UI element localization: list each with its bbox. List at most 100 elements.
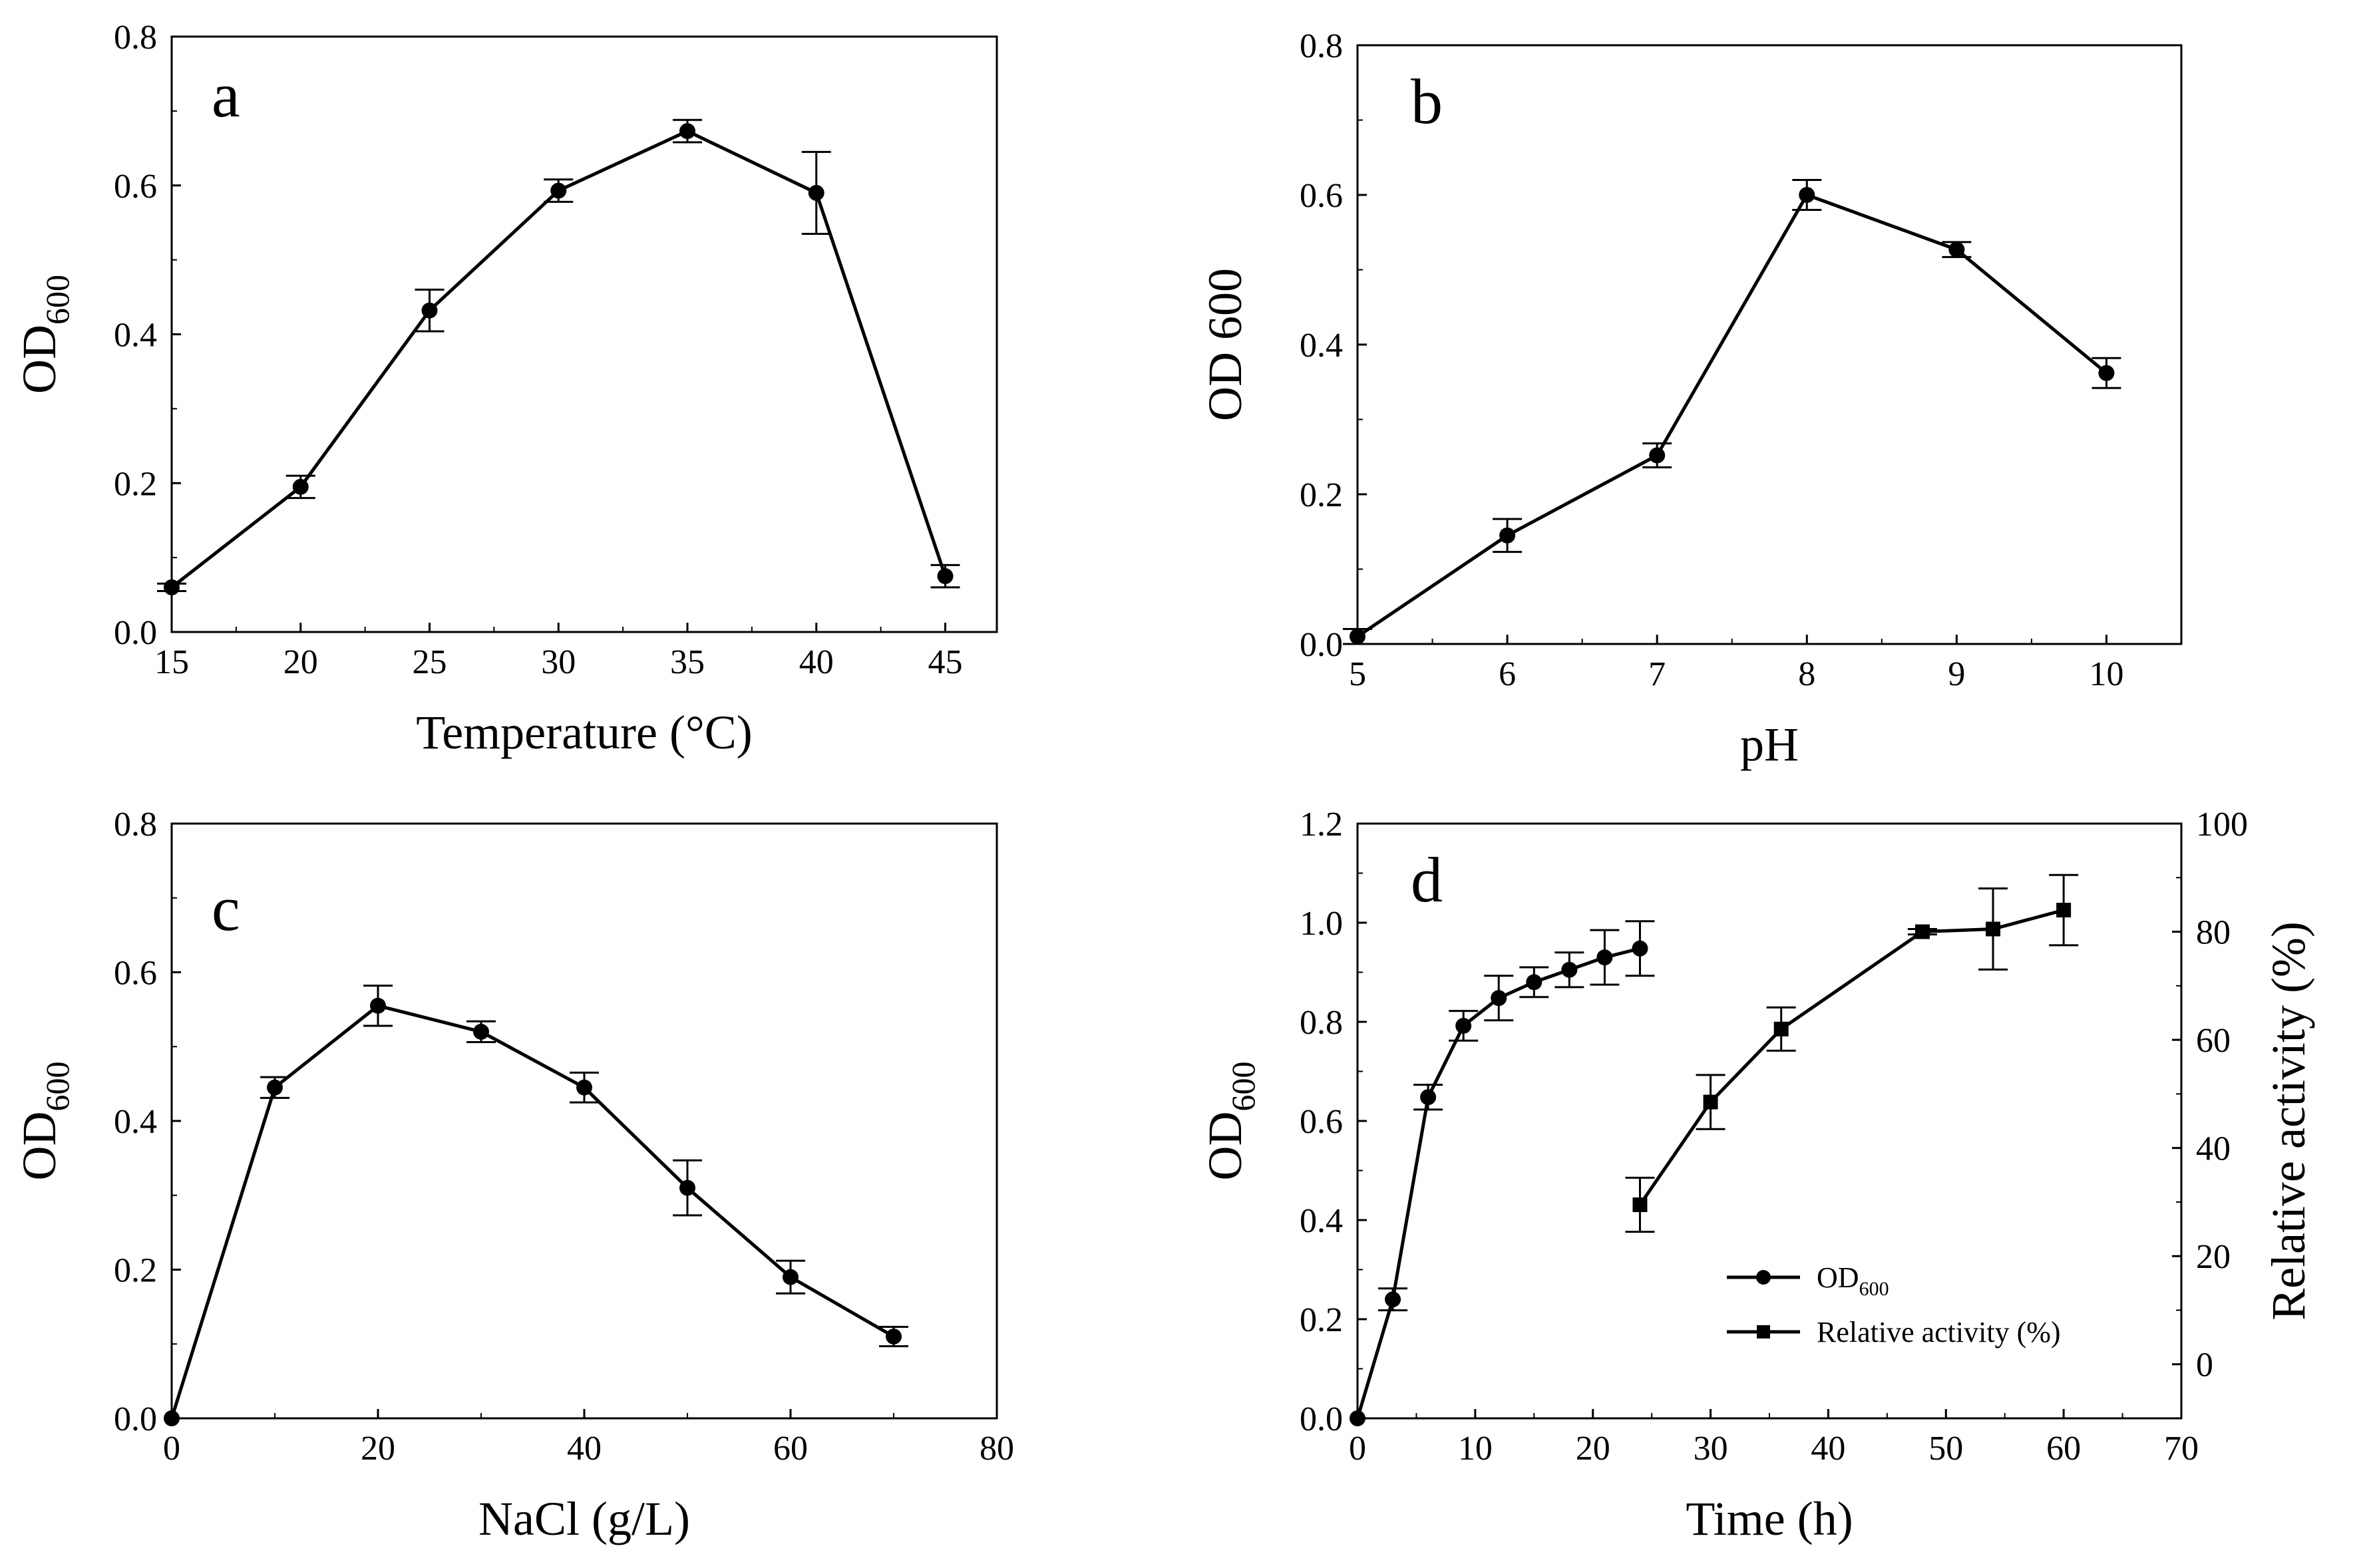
y-tick-label: 0.2: [1300, 1301, 1343, 1339]
x-tick-label: 7: [1648, 655, 1666, 693]
legend-label-main: Relative activity (%): [1817, 1316, 2061, 1348]
y-tick-label: 0.2: [114, 465, 157, 503]
x-tick-label: 45: [928, 643, 963, 681]
x-tick-label: 10: [1458, 1430, 1493, 1468]
series-1: [157, 118, 960, 595]
data-point: [292, 478, 309, 495]
y-tick-label: 0.6: [1300, 1103, 1343, 1141]
data-point: [1948, 241, 1965, 258]
y-right-tick-label: 60: [2196, 1022, 2231, 1060]
data-point: [2056, 903, 2072, 918]
x-tick-label: 30: [1694, 1430, 1728, 1468]
data-point: [1914, 924, 1930, 939]
series-1: [1350, 920, 1655, 1426]
x-axis-title: Time (h): [1686, 1492, 1853, 1545]
y-right-tick-label: 0: [2196, 1346, 2213, 1384]
data-point: [679, 123, 695, 140]
x-tick-label: 40: [567, 1430, 602, 1468]
x-tick-label: 20: [283, 643, 318, 681]
data-point: [886, 1329, 902, 1345]
data-point: [267, 1079, 283, 1096]
panel-letter: a: [212, 59, 240, 130]
y-axis-title-main: OD: [13, 325, 66, 394]
x-tick-label: 8: [1798, 655, 1815, 693]
y-right-tick-label: 40: [2196, 1130, 2231, 1168]
x-tick-label: 9: [1948, 655, 1965, 693]
series-2: [1625, 873, 2079, 1233]
x-axis-title: NaCl (g/L): [478, 1492, 690, 1545]
data-point: [1632, 1197, 1648, 1212]
y-axis-title-sub: 600: [1224, 1062, 1262, 1112]
y-axis-title: OD 600: [1198, 268, 1252, 421]
data-point: [576, 1079, 592, 1096]
data-point: [1986, 921, 2001, 937]
y-axis-title-sub: 600: [39, 1062, 76, 1112]
data-point: [473, 1023, 489, 1040]
y-axis-title-right: Relative activity (%): [2262, 921, 2315, 1321]
y-tick-label: 0.0: [114, 614, 157, 652]
legend-marker: [1756, 1270, 1771, 1285]
data-point: [937, 568, 954, 585]
panel-letter: b: [1411, 66, 1443, 137]
y-right-tick-label: 100: [2196, 806, 2248, 844]
x-tick-label: 50: [1928, 1430, 1963, 1468]
y-tick-label: 0.0: [1300, 1400, 1343, 1438]
x-tick-label: 70: [2164, 1430, 2199, 1468]
panel-letter: c: [212, 873, 240, 944]
y-tick-label: 0.4: [114, 317, 157, 355]
x-tick-label: 60: [2046, 1430, 2081, 1468]
y-tick-label: 0.8: [114, 806, 157, 844]
data-point: [1703, 1094, 1718, 1110]
series-1: [1343, 179, 2121, 645]
data-point: [1385, 1291, 1401, 1308]
data-point: [1649, 447, 1666, 464]
x-axis-title: pH: [1740, 718, 1799, 771]
y-tick-label: 1.2: [1300, 806, 1343, 844]
y-tick-label: 0.4: [1300, 327, 1343, 365]
x-axis-title: Temperature (°C): [416, 706, 753, 759]
data-point: [1350, 1410, 1365, 1426]
series-1: [164, 985, 908, 1426]
x-tick-label: 40: [799, 643, 834, 681]
data-point: [1420, 1089, 1437, 1106]
y-tick-label: 0.6: [1300, 177, 1343, 215]
legend-label: Relative activity (%): [1817, 1316, 2061, 1348]
y-tick-label: 0.0: [1300, 626, 1343, 664]
y-axis-title: OD600: [13, 1062, 76, 1181]
data-point: [2098, 365, 2115, 381]
data-point: [550, 182, 567, 199]
y-right-tick-label: 80: [2196, 914, 2231, 952]
data-point: [164, 1410, 180, 1426]
data-point: [1499, 527, 1516, 544]
y-tick-label: 0.8: [1300, 27, 1343, 65]
data-point: [164, 579, 180, 595]
y-axis-title-main: OD 600: [1198, 268, 1252, 421]
data-point: [1632, 940, 1648, 957]
y-axis-title-sub: 600: [39, 275, 76, 325]
data-point: [370, 997, 386, 1014]
chart-panel-a: 15 20 25 30 35 40 45 0.0 0.2 0.4 0.6 0.8 Temperature…: [13, 19, 998, 759]
data-point: [783, 1269, 799, 1285]
y-tick-label: 0.6: [114, 168, 157, 206]
x-tick-label: 30: [541, 643, 576, 681]
x-tick-label: 20: [361, 1430, 395, 1468]
data-point: [1350, 628, 1365, 645]
y-tick-label: 0.2: [1300, 476, 1343, 514]
x-tick-label: 60: [773, 1430, 808, 1468]
chart-panel-d: 0 10 20 30 40 50 60 70 0.0 0.2 0.4 0.6 0.8 1.0 1.2 0 20 4…: [1198, 806, 2315, 1545]
x-tick-label: 40: [1811, 1430, 1845, 1468]
y-tick-label: 0.6: [114, 955, 157, 993]
series-line: [1638, 908, 2064, 1206]
x-tick-label: 10: [2089, 655, 2123, 693]
data-point: [808, 184, 824, 201]
data-point: [1596, 949, 1613, 966]
series-line: [1356, 193, 2108, 638]
y-tick-label: 0.4: [1300, 1202, 1343, 1240]
data-point: [1526, 974, 1543, 991]
x-tick-label: 20: [1576, 1430, 1610, 1468]
data-point: [1561, 961, 1578, 978]
plot-frame: [170, 35, 998, 633]
data-point: [1491, 990, 1507, 1007]
panel-letter: d: [1411, 844, 1443, 915]
